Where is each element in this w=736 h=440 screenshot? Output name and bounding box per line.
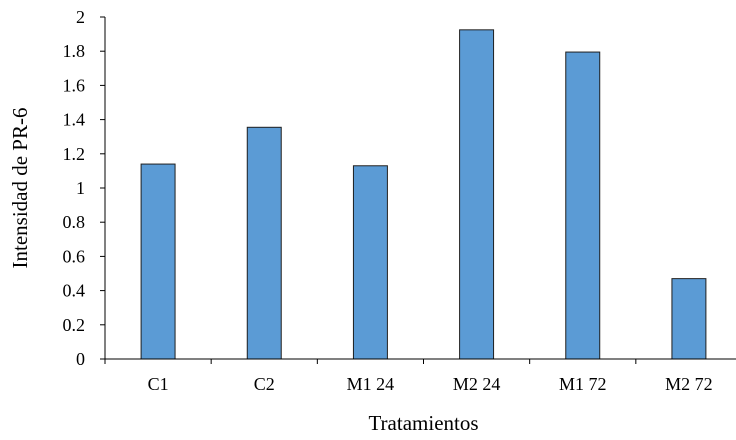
x-tick-label: M1 24 [347, 374, 395, 394]
y-tick-label: 1.8 [63, 41, 86, 61]
bar-m1-24 [352, 165, 388, 360]
bar-c1 [140, 163, 176, 360]
y-tick-label: 1.4 [63, 110, 86, 130]
x-tick-label: C1 [148, 374, 169, 394]
y-axis-ticks: 0 0.2 0.4 0.6 0.8 1 1.2 1.4 1.6 1.8 2 [63, 7, 105, 369]
bar-m2-72 [671, 278, 707, 360]
y-tick-label: 0.8 [63, 212, 86, 232]
x-tick-label: M2 72 [665, 374, 713, 394]
y-tick-label: 0.2 [63, 315, 86, 335]
y-tick-label: 0 [76, 349, 85, 369]
y-tick-label: 0.4 [63, 281, 86, 301]
bars [140, 29, 707, 360]
bar-c2 [246, 126, 282, 360]
bar-m2-24 [459, 29, 495, 360]
y-tick-label: 2 [76, 7, 85, 27]
y-tick-label: 1.2 [63, 144, 86, 164]
y-axis-title: Intensidad de PR-6 [8, 108, 32, 269]
y-tick-label: 1.6 [63, 75, 86, 95]
y-tick-label: 0.6 [63, 246, 86, 266]
x-axis-title: Tratamientos [368, 411, 478, 435]
x-axis-ticks: C1 C2 M1 24 M2 24 M1 72 M2 72 [104, 359, 713, 394]
x-tick-label: M1 72 [559, 374, 607, 394]
x-tick-label: C2 [254, 374, 275, 394]
bar-m1-72 [565, 51, 601, 360]
y-tick-label: 1 [76, 178, 85, 198]
x-tick-label: M2 24 [453, 374, 501, 394]
